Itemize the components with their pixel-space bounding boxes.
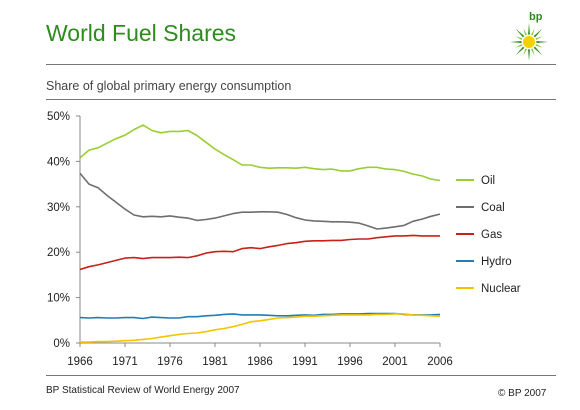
logo-petal [530,28,535,37]
y-tick-label: 20% [47,247,70,259]
legend-label-oil: Oil [481,175,495,187]
x-tick-label: 1966 [67,356,93,368]
logo-petal [534,36,543,41]
y-tick-label: 10% [47,293,70,305]
series-line-nuclear [80,313,441,343]
series-line-hydro [79,312,441,320]
header-divider [46,64,556,65]
legend-label-coal: Coal [481,202,505,214]
logo-petal [527,23,531,37]
bp-logo-text: bp [529,11,543,23]
y-tick-label: 40% [47,156,70,168]
x-tick-label: 2001 [382,356,408,368]
x-tick-label: 1976 [157,356,183,368]
logo-center [523,36,535,48]
page-title: World Fuel Shares [46,20,237,46]
logo-petal [527,47,531,61]
y-tick-label: 30% [47,202,70,214]
series-line-gas [79,234,440,271]
logo-petal [530,47,535,56]
copyright-note: © BP 2007 [498,388,547,399]
y-tick-label: 50% [47,111,70,123]
logo-petal [515,45,526,56]
x-tick-label: 1986 [247,356,273,368]
logo-petal [515,28,526,39]
chart-subtitle: Share of global primary energy consumpti… [46,79,292,93]
logo-petal [523,28,528,37]
x-tick-label: 1996 [337,356,363,368]
logo-petal [515,36,524,41]
subtitle-divider [46,99,556,100]
logo-petal [532,45,543,56]
series-line-oil [79,124,441,182]
logo-petal [532,28,543,39]
logo-petal [510,40,524,44]
x-tick-label: 2006 [427,356,453,368]
legend-label-nuclear: Nuclear [481,283,521,295]
logo-petal [515,43,524,48]
x-tick-label: 1991 [292,356,318,368]
footer-divider [46,375,556,376]
legend-label-gas: Gas [481,229,502,241]
logo-petal [523,47,528,56]
y-tick-label: 0% [53,338,70,350]
x-tick-label: 1971 [112,356,138,368]
logo-petal [534,43,543,48]
x-tick-label: 1981 [202,356,228,368]
series-line-coal [79,172,441,230]
source-note: BP Statistical Review of World Energy 20… [46,385,240,396]
legend-label-hydro: Hydro [481,256,512,268]
bp-helios-logo-icon [510,23,548,61]
logo-petal [534,40,548,44]
